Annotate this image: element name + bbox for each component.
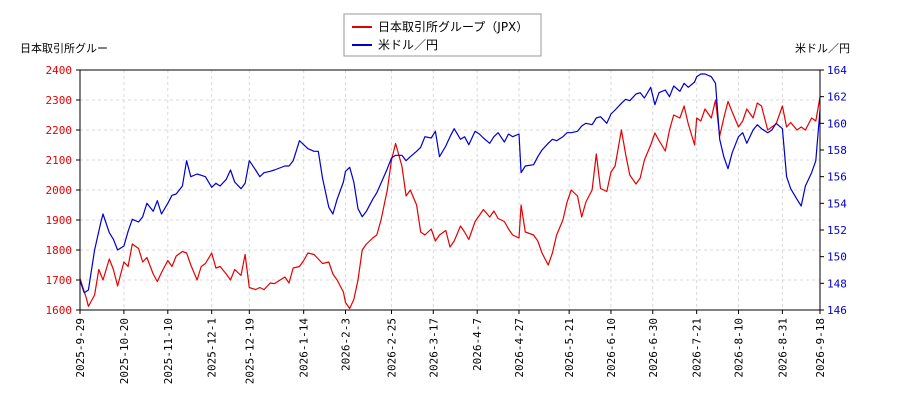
x-tick-label: 2026-1-14 <box>298 318 311 378</box>
left-tick-label: 1800 <box>46 244 73 257</box>
legend-label-usdjpy: 米ドル／円 <box>378 38 438 52</box>
left-tick-label: 2100 <box>46 154 73 167</box>
x-tick-label: 2026-2-25 <box>385 318 398 378</box>
right-tick-label: 162 <box>827 91 847 104</box>
series-layer <box>79 73 821 310</box>
x-tick-label: 2026-4-27 <box>513 318 526 378</box>
left-tick-label: 1600 <box>46 304 73 317</box>
x-tick-label: 2026-6-10 <box>605 318 618 378</box>
right-tick-label: 146 <box>827 304 847 317</box>
x-tick-label: 2026-2-3 <box>339 318 352 371</box>
x-tick-label: 2025-9-29 <box>74 318 87 378</box>
legend: 日本取引所グループ（JPX） 米ドル／円 <box>343 13 542 57</box>
x-tick-label: 2025-11-10 <box>162 318 175 384</box>
left-tick-label: 1900 <box>46 214 73 227</box>
right-axis-title: 米ドル／円 <box>795 42 850 55</box>
right-tick-label: 148 <box>827 277 847 290</box>
right-tick-label: 150 <box>827 251 847 264</box>
x-tick-label: 2025-12-1 <box>206 318 219 378</box>
series-line-jpx <box>79 96 821 310</box>
legend-label-jpx: 日本取引所グループ（JPX） <box>378 20 528 34</box>
left-tick-label: 2300 <box>46 94 73 107</box>
legend-box <box>343 13 542 57</box>
x-tick-label: 2026-8-31 <box>776 318 789 378</box>
left-tick-label: 2000 <box>46 184 73 197</box>
x-tick-label: 2025-12-19 <box>243 318 256 384</box>
x-tick-label: 2026-4-7 <box>471 318 484 371</box>
axes: 1600 1700 1800 1900 2000 2100 2200 2300 2400 146 1… <box>46 64 848 384</box>
right-tick-label: 154 <box>827 197 847 210</box>
x-tick-label: 2025-10-20 <box>118 318 131 384</box>
right-tick-label: 152 <box>827 224 847 237</box>
x-tick-label: 2026-9-18 <box>814 318 827 378</box>
left-axis-title: 日本取引所グルー <box>20 41 108 55</box>
x-tick-label: 2026-7-21 <box>691 318 704 378</box>
right-tick-label: 158 <box>827 144 847 157</box>
x-tick-label: 2026-8-10 <box>732 318 745 378</box>
series-line-usdjpy <box>79 73 821 294</box>
right-tick-label: 164 <box>827 64 847 77</box>
left-tick-label: 1700 <box>46 274 73 287</box>
grid <box>79 69 821 311</box>
x-tick-label: 2026-6-30 <box>647 318 660 378</box>
x-tick-label: 2026-5-21 <box>563 318 576 378</box>
left-tick-label: 2400 <box>46 64 73 77</box>
right-tick-label: 160 <box>827 117 847 130</box>
left-tick-label: 2200 <box>46 124 73 137</box>
x-tick-label: 2026-3-17 <box>427 318 440 378</box>
right-tick-label: 156 <box>827 171 847 184</box>
